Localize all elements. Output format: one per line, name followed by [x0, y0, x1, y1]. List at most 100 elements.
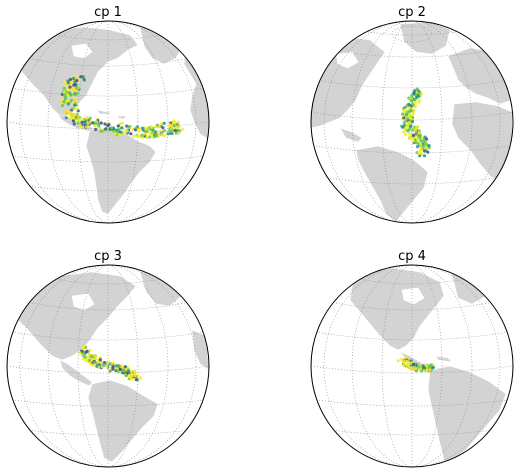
track-point [148, 135, 152, 139]
track-points-cp4 [396, 356, 435, 373]
track-point [161, 126, 165, 130]
track-point [88, 348, 92, 352]
track-point [181, 127, 185, 131]
track-point [408, 132, 412, 136]
track-point [413, 98, 417, 102]
track-point [404, 125, 408, 129]
track-point [151, 128, 156, 132]
track-point [425, 137, 429, 141]
track-point [422, 154, 427, 158]
track-point [162, 129, 166, 133]
track-point [407, 366, 411, 370]
track-point [107, 368, 111, 372]
track-point [412, 91, 416, 95]
track-point [92, 361, 97, 365]
track-point [413, 129, 418, 133]
track-point [97, 124, 101, 128]
track-points-cp3 [78, 344, 143, 382]
track-point [64, 116, 68, 120]
track-point [71, 100, 75, 105]
track-point [116, 124, 120, 128]
track-point [63, 80, 67, 84]
track-point [129, 377, 133, 381]
track-point [74, 116, 78, 120]
track-point [416, 138, 420, 142]
track-point [403, 132, 408, 137]
track-point [75, 79, 79, 83]
track-point [136, 134, 140, 139]
track-point [62, 86, 66, 90]
track-point [99, 121, 103, 125]
track-point [134, 126, 138, 130]
track-point [81, 351, 85, 355]
track-point [145, 135, 149, 140]
panel-title-cp2: cp 2 [398, 5, 426, 20]
track-point [111, 367, 115, 371]
track-point [149, 133, 154, 137]
track-point [150, 125, 154, 129]
track-point [62, 100, 66, 104]
track-point [134, 378, 138, 382]
track-point [174, 131, 178, 135]
track-point [110, 126, 114, 130]
track-point [73, 96, 77, 100]
track-point [78, 119, 82, 123]
track-point [409, 117, 413, 121]
track-point [66, 102, 70, 106]
track-point [402, 364, 406, 368]
track-point [429, 363, 433, 367]
track-point [417, 98, 421, 102]
panel-title-cp3: cp 3 [94, 249, 122, 264]
track-point [170, 129, 174, 133]
track-point [81, 117, 85, 121]
track-point [404, 108, 408, 112]
track-point [67, 91, 71, 95]
track-point [416, 145, 420, 149]
track-point [411, 133, 416, 137]
track-point [405, 359, 409, 363]
track-point [104, 127, 108, 131]
track-point [70, 114, 74, 118]
track-point [71, 119, 75, 123]
track-point [417, 365, 421, 369]
track-point [79, 125, 83, 129]
track-point [71, 107, 75, 111]
track-point [402, 360, 406, 365]
track-point [98, 358, 102, 362]
track-point [81, 75, 85, 79]
track-point [66, 81, 71, 85]
track-point [400, 112, 405, 116]
track-point [122, 369, 126, 373]
track-point [98, 360, 102, 364]
track-point [122, 132, 126, 136]
track-point [419, 139, 424, 143]
panel-title-cp4: cp 4 [398, 249, 426, 264]
track-point [409, 98, 413, 103]
track-point [407, 127, 412, 131]
track-point [93, 124, 97, 128]
track-point [88, 358, 92, 362]
track-point [68, 77, 73, 82]
track-point [100, 365, 104, 369]
track-point [133, 374, 137, 378]
track-point [94, 127, 98, 132]
track-point [407, 102, 411, 106]
track-point [70, 90, 75, 95]
track-point [130, 374, 134, 378]
track-point [162, 121, 166, 125]
track-point [103, 122, 107, 126]
track-point [155, 134, 159, 138]
track-point [154, 125, 158, 129]
track-point [60, 103, 65, 108]
track-point [72, 76, 76, 81]
track-point [417, 151, 421, 155]
track-point [410, 113, 414, 117]
track-point [125, 129, 129, 133]
track-point [120, 126, 124, 130]
track-point [157, 125, 161, 129]
track-point [416, 94, 420, 98]
track-point [110, 362, 114, 366]
track-point [62, 90, 66, 94]
track-point [411, 103, 415, 108]
track-point [145, 127, 149, 131]
